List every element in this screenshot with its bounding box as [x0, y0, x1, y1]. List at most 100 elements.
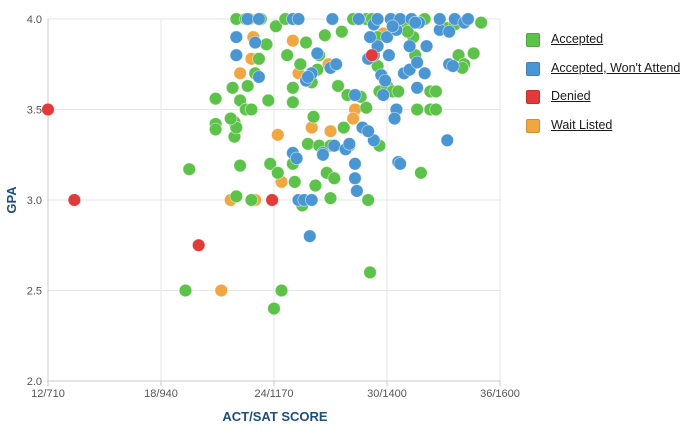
point-accepted-won-t-attend	[248, 35, 262, 50]
point-accepted	[263, 157, 277, 171]
point-accepted	[414, 166, 428, 180]
point-accepted	[391, 84, 406, 99]
x-tick-label: 36/1600	[480, 388, 520, 400]
legend-item-accepted[interactable]: Accepted	[524, 30, 680, 59]
point-wait-listed	[346, 111, 360, 126]
point-accepted-won-t-attend	[378, 73, 392, 88]
point-accepted-won-t-attend	[240, 12, 255, 26]
point-accepted	[274, 283, 289, 298]
point-accepted-won-t-attend	[442, 24, 456, 39]
legend-swatch	[526, 61, 540, 76]
point-accepted	[288, 175, 302, 189]
legend-swatch	[526, 118, 540, 133]
point-accepted-won-t-attend	[461, 12, 475, 26]
point-wait-listed	[271, 128, 285, 142]
point-accepted-won-t-attend	[342, 137, 357, 151]
point-denied	[67, 193, 82, 207]
point-accepted-won-t-attend	[361, 124, 375, 138]
x-axis-title: ACT/SAT SCORE	[222, 409, 328, 424]
legend-label: Wait Listed	[551, 117, 613, 132]
point-accepted	[429, 84, 443, 99]
point-accepted	[208, 122, 223, 137]
point-accepted-won-t-attend	[387, 111, 402, 126]
y-tick-labels: 2.0 2.5 3.0 3.5 4.0	[27, 14, 42, 388]
y-tick-label: 2.5	[27, 286, 42, 298]
y-tick-label: 3.5	[27, 105, 42, 117]
point-accepted-won-t-attend	[370, 12, 385, 26]
point-accepted	[280, 48, 294, 62]
y-axis-title: GPA	[4, 186, 19, 214]
point-accepted	[410, 102, 424, 117]
point-accepted-won-t-attend	[446, 59, 460, 73]
point-accepted-won-t-attend	[303, 229, 317, 243]
point-accepted-won-t-attend	[417, 66, 432, 81]
point-accepted	[363, 265, 377, 280]
point-accepted-won-t-attend	[385, 19, 400, 33]
point-accepted-won-t-attend	[301, 70, 315, 84]
point-accepted	[429, 102, 443, 117]
point-accepted-won-t-attend	[252, 12, 266, 26]
point-accepted-won-t-attend	[252, 70, 266, 84]
legend: Accepted Accepted, Won't Attend Denied Wait…	[524, 30, 680, 144]
point-wait-listed	[233, 66, 247, 81]
point-accepted	[208, 91, 223, 106]
point-accepted	[269, 19, 283, 33]
point-accepted	[252, 52, 266, 66]
point-accepted-won-t-attend	[304, 193, 319, 207]
point-accepted-won-t-attend	[363, 30, 377, 44]
point-accepted	[261, 93, 276, 108]
point-accepted	[223, 111, 238, 126]
legend-item-denied[interactable]: Denied	[524, 87, 680, 116]
point-accepted	[331, 79, 345, 93]
legend-label: Accepted, Won't Attend	[551, 60, 680, 75]
point-accepted	[335, 24, 349, 39]
data-points	[41, 12, 488, 316]
point-accepted-won-t-attend	[393, 157, 407, 171]
point-wait-listed	[304, 120, 319, 135]
point-accepted	[359, 100, 373, 115]
point-accepted-won-t-attend	[350, 184, 364, 198]
point-accepted-won-t-attend	[410, 55, 424, 70]
point-accepted	[336, 120, 351, 135]
point-accepted	[306, 110, 321, 124]
legend-item-accepted-won-t-attend[interactable]: Accepted, Won't Attend	[524, 59, 680, 88]
point-accepted-won-t-attend	[229, 30, 244, 44]
point-denied	[265, 193, 279, 207]
point-accepted	[293, 57, 308, 71]
point-accepted-won-t-attend	[419, 39, 434, 53]
point-accepted-won-t-attend	[440, 133, 454, 147]
point-accepted	[466, 46, 481, 61]
point-accepted-won-t-attend	[376, 88, 390, 102]
x-tick-label: 18/940	[144, 388, 178, 400]
point-accepted-won-t-attend	[310, 46, 325, 61]
point-accepted	[178, 283, 193, 298]
point-denied	[41, 102, 55, 117]
point-accepted-won-t-attend	[348, 88, 362, 102]
point-accepted-won-t-attend	[291, 12, 306, 26]
y-tick-label: 2.0	[27, 376, 42, 388]
point-accepted-won-t-attend	[289, 151, 304, 166]
y-tick-label: 4.0	[27, 14, 42, 26]
point-accepted	[271, 166, 285, 180]
legend-item-wait-listed[interactable]: Wait Listed	[524, 116, 680, 145]
x-tick-label: 12/710	[31, 388, 65, 400]
point-accepted	[233, 158, 247, 173]
y-tick-label: 3.0	[27, 195, 42, 207]
point-wait-listed	[286, 34, 300, 48]
point-accepted-won-t-attend	[348, 171, 362, 185]
point-accepted	[259, 37, 274, 52]
point-accepted	[240, 79, 255, 93]
point-accepted-won-t-attend	[352, 12, 366, 26]
point-accepted-won-t-attend	[316, 148, 330, 162]
point-accepted	[244, 193, 259, 207]
point-accepted-won-t-attend	[229, 48, 244, 62]
point-denied	[365, 48, 379, 62]
legend-swatch	[526, 33, 540, 47]
point-wait-listed	[323, 124, 338, 138]
point-accepted	[286, 95, 300, 109]
legend-label: Denied	[551, 89, 591, 103]
point-wait-listed	[214, 283, 228, 298]
point-accepted-won-t-attend	[382, 48, 396, 62]
point-accepted	[299, 35, 313, 50]
